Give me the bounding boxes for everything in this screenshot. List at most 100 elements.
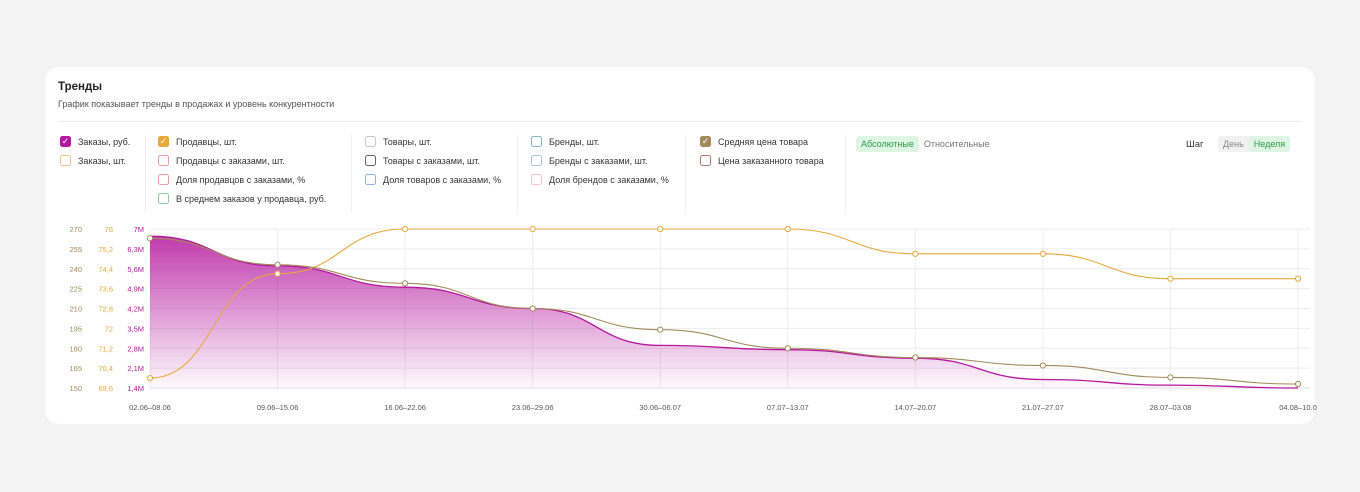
group-divider	[145, 135, 146, 213]
series-point-sellers	[529, 225, 536, 233]
y-tick-label: 71,2	[98, 344, 113, 353]
series-point-sellers	[402, 225, 409, 233]
y-tick-label: 74,4	[98, 265, 113, 274]
y-tick-label: 69,6	[98, 384, 113, 393]
metric-checkbox-item[interactable]: В среднем заказов у продавца, руб.	[158, 192, 326, 205]
metric-checkbox-item[interactable]: Продавцы с заказами, шт.	[158, 154, 326, 167]
metric-checkbox-item[interactable]: Товары, шт.	[365, 135, 501, 148]
y-tick-label: 210	[69, 305, 82, 314]
x-tick-label: 21.07–27.07	[1022, 403, 1064, 412]
metric-group: Бренды, шт. Бренды с заказами, шт. Доля бр…	[531, 135, 669, 192]
step-toggle: День Неделя	[1218, 136, 1291, 152]
checkbox-checked-icon[interactable]: ✓	[700, 136, 711, 147]
series-point-avg-price	[1039, 362, 1046, 369]
y-tick-label: 270	[69, 225, 82, 234]
checkbox-icon[interactable]	[531, 155, 542, 166]
checkbox-icon[interactable]	[700, 155, 711, 166]
checkbox-icon[interactable]	[365, 155, 376, 166]
y-tick-label: 72,8	[98, 305, 113, 314]
y-tick-label: 4,2M	[127, 305, 144, 314]
metric-label: Заказы, руб.	[78, 136, 131, 147]
checkbox-icon[interactable]	[158, 174, 169, 185]
checkbox-icon[interactable]	[60, 155, 71, 166]
series-point-sellers	[1167, 275, 1174, 282]
series-point-sellers	[912, 250, 919, 257]
step-week-button[interactable]: Неделя	[1248, 136, 1291, 152]
metric-checkbox-item[interactable]: Цена заказанного товара	[700, 154, 824, 167]
metric-checkbox-item[interactable]: ✓ Продавцы, шт.	[158, 135, 326, 148]
y-tick-label: 2,8M	[127, 344, 144, 353]
x-tick-label: 07.07–13.07	[767, 403, 809, 412]
divider	[58, 121, 1302, 122]
metric-label: Заказы, шт.	[78, 155, 126, 166]
metric-checkbox-item[interactable]: Доля брендов с заказами, %	[531, 173, 669, 186]
group-divider	[685, 135, 686, 213]
metric-label: Продавцы с заказами, шт.	[176, 155, 285, 166]
y-tick-label: 255	[69, 245, 82, 254]
metric-label: Продавцы, шт.	[176, 136, 237, 147]
checkbox-checked-icon[interactable]: ✓	[158, 136, 169, 147]
series-point-sellers	[1039, 250, 1046, 257]
checkbox-icon[interactable]	[158, 193, 169, 204]
y-tick-label: 2,1M	[127, 364, 144, 373]
series-line-avg-price	[149, 237, 1299, 385]
metric-checkbox-item[interactable]: ✓ Средняя цена товара	[700, 135, 824, 148]
series-point-avg-price	[657, 326, 664, 333]
x-tick-label: 09.06–15.06	[257, 403, 299, 412]
mode-absolute-button[interactable]: Абсолютные	[856, 136, 919, 152]
checkbox-icon[interactable]	[365, 174, 376, 185]
series-point-avg-price	[146, 235, 154, 242]
metric-label: Товары с заказами, шт.	[383, 155, 480, 166]
metric-label: Средняя цена товара	[718, 136, 809, 147]
x-tick-label: 23.06–29.06	[512, 403, 554, 412]
metric-checkbox-item[interactable]: ✓ Заказы, руб.	[60, 135, 130, 148]
checkbox-icon[interactable]	[365, 136, 376, 147]
step-label: Шаг	[1186, 139, 1204, 150]
mode-toggle: Абсолютные Относительные	[856, 136, 995, 152]
checkbox-icon[interactable]	[531, 174, 542, 185]
metric-checkbox-item[interactable]: Бренды с заказами, шт.	[531, 154, 669, 167]
metric-label: В среднем заказов у продавца, руб.	[176, 193, 327, 204]
y-tick-label: 4,9M	[127, 285, 144, 294]
series-area-orders-rub	[150, 236, 1298, 388]
metric-group: Товары, шт. Товары с заказами, шт. Доля то…	[365, 135, 501, 192]
metric-group: ✓ Заказы, руб. Заказы, шт.	[60, 135, 130, 173]
series-point-avg-price	[274, 261, 281, 268]
x-tick-label: 02.06–08.06	[129, 403, 171, 412]
series-point-avg-price	[1294, 380, 1302, 388]
checkbox-icon[interactable]	[158, 155, 169, 166]
series-point-sellers	[274, 270, 281, 277]
page-subtitle: График показывает тренды в продажах и ур…	[58, 99, 335, 109]
series-line-orders-rub	[149, 235, 1299, 389]
mode-relative-button[interactable]: Относительные	[923, 139, 990, 149]
y-tick-label: 150	[69, 384, 82, 393]
series-point-avg-price	[402, 280, 409, 287]
metric-checkbox-item[interactable]: Товары с заказами, шт.	[365, 154, 501, 167]
y-tick-label: 7M	[134, 225, 144, 234]
step-day-button[interactable]: День	[1223, 139, 1244, 149]
metric-checkbox-item[interactable]: Заказы, шт.	[60, 154, 130, 167]
series-point-sellers	[1294, 275, 1302, 282]
y-tick-label: 180	[69, 344, 82, 353]
y-tick-label: 72	[105, 324, 113, 333]
checkbox-checked-icon[interactable]: ✓	[60, 136, 71, 147]
y-tick-label: 70,4	[98, 364, 113, 373]
series-point-avg-price	[784, 345, 791, 352]
metric-label: Цена заказанного товара	[718, 155, 824, 166]
metric-checkbox-item[interactable]: Доля товаров с заказами, %	[365, 173, 501, 186]
metric-label: Бренды с заказами, шт.	[549, 155, 648, 166]
metric-checkbox-item[interactable]: Бренды, шт.	[531, 135, 669, 148]
metric-label: Доля брендов с заказами, %	[549, 174, 669, 185]
checkbox-icon[interactable]	[531, 136, 542, 147]
group-divider	[517, 135, 518, 213]
metric-group: ✓ Продавцы, шт. Продавцы с заказами, шт. До…	[158, 135, 326, 211]
y-tick-label: 5,6M	[127, 265, 144, 274]
series-point-avg-price	[912, 354, 919, 361]
y-tick-label: 75,2	[98, 245, 113, 254]
page-title: Тренды	[58, 81, 103, 93]
series-point-sellers	[657, 225, 664, 233]
metric-checkbox-item[interactable]: Доля продавцов с заказами, %	[158, 173, 326, 186]
metric-label: Бренды, шт.	[549, 136, 600, 147]
metric-label: Товары, шт.	[383, 136, 432, 147]
